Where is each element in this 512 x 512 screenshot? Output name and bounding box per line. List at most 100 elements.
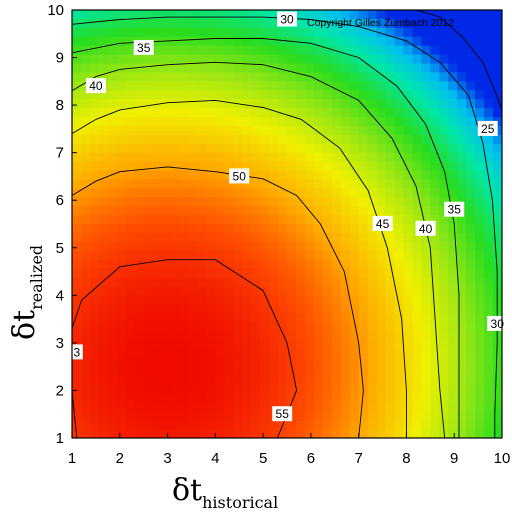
heatmap-cell xyxy=(349,170,360,181)
heatmap-cell xyxy=(331,99,342,109)
heatmap-cell xyxy=(152,18,163,29)
heatmap-cell xyxy=(287,125,297,136)
heatmap-cell xyxy=(304,45,315,56)
heatmap-cell xyxy=(493,286,502,296)
heatmap-cell xyxy=(403,125,414,136)
heatmap-cell xyxy=(304,331,315,341)
heatmap-cell xyxy=(376,63,387,74)
heatmap-cell xyxy=(152,161,163,172)
heatmap-cell xyxy=(448,348,458,359)
heatmap-cell xyxy=(260,134,270,145)
heatmap-cell xyxy=(107,27,118,38)
heatmap-cell xyxy=(430,304,440,314)
heatmap-cell xyxy=(322,241,333,252)
heatmap-cell xyxy=(269,375,279,386)
heatmap-cell xyxy=(224,117,234,127)
heatmap-cell xyxy=(161,215,172,225)
heatmap-cell xyxy=(224,241,234,252)
heatmap-cell xyxy=(125,384,136,395)
heatmap-cell xyxy=(98,411,109,421)
heatmap-cell xyxy=(98,304,109,314)
heatmap-cell xyxy=(376,125,387,136)
heatmap-cell xyxy=(331,295,342,305)
heatmap-cell xyxy=(206,72,216,82)
heatmap-cell xyxy=(439,268,449,279)
heatmap-cell xyxy=(475,134,485,145)
contour-label-background xyxy=(444,201,465,217)
heatmap-cell xyxy=(143,259,154,270)
heatmap-cell xyxy=(313,366,324,377)
heatmap-cell xyxy=(331,286,342,296)
heatmap-cell xyxy=(89,134,100,145)
contour-label-background xyxy=(272,406,293,422)
heatmap-cell xyxy=(188,152,199,163)
heatmap-cell xyxy=(197,36,207,47)
heatmap-cell xyxy=(89,232,100,243)
heatmap-cell xyxy=(188,295,199,305)
heatmap-cell xyxy=(215,277,225,288)
heatmap-cell xyxy=(439,224,449,234)
heatmap-cell xyxy=(430,241,440,252)
heatmap-cell xyxy=(484,339,494,350)
heatmap-cell xyxy=(161,259,172,270)
heatmap-cell xyxy=(251,402,261,412)
heatmap-cell xyxy=(215,18,225,29)
heatmap-cell xyxy=(143,224,154,234)
heatmap-cell xyxy=(295,322,306,332)
heatmap-cell xyxy=(125,90,136,100)
heatmap-cell xyxy=(304,375,315,386)
heatmap-cell xyxy=(134,366,145,377)
heatmap-cell xyxy=(367,117,378,127)
heatmap-cell xyxy=(376,339,387,350)
heatmap-cell xyxy=(197,54,207,65)
heatmap-cell xyxy=(188,81,199,91)
heatmap-cell xyxy=(242,393,252,403)
heatmap-cell xyxy=(448,420,458,430)
heatmap-cell xyxy=(72,295,82,305)
heatmap-cell xyxy=(484,241,494,252)
heatmap-cell xyxy=(143,108,154,118)
heatmap-cell xyxy=(269,18,279,29)
heatmap-cell xyxy=(107,125,118,136)
heatmap-cell xyxy=(287,170,297,181)
heatmap-cell xyxy=(224,63,234,74)
heatmap-cell xyxy=(358,143,369,154)
heatmap-cell xyxy=(484,188,494,198)
contour-line-50 xyxy=(72,166,364,438)
heatmap-cell xyxy=(134,152,145,163)
heatmap-cell xyxy=(358,304,369,314)
heatmap-cell xyxy=(466,179,476,189)
heatmap-cell xyxy=(269,384,279,395)
heatmap-cell xyxy=(331,357,342,368)
contour-label-background xyxy=(415,220,436,236)
heatmap-cell xyxy=(394,18,405,29)
heatmap-cell xyxy=(152,295,163,305)
heatmap-cell xyxy=(143,72,154,82)
heatmap-cell xyxy=(331,304,342,314)
heatmap-cell xyxy=(493,134,502,145)
heatmap-cell xyxy=(125,393,136,403)
heatmap-cell xyxy=(457,45,467,56)
heatmap-cell xyxy=(125,348,136,359)
heatmap-cell xyxy=(448,134,458,145)
heatmap-cell xyxy=(448,36,458,47)
heatmap-cell xyxy=(98,161,109,172)
heatmap-cell xyxy=(107,90,118,100)
contour-label-45: 45 xyxy=(372,216,393,231)
heatmap-cell xyxy=(340,268,351,279)
heatmap-cell xyxy=(403,411,414,421)
heatmap-cell xyxy=(107,393,118,403)
heatmap-cell xyxy=(322,277,333,288)
heatmap-cell xyxy=(349,375,360,386)
heatmap-cell xyxy=(493,206,502,216)
heatmap-cell xyxy=(179,206,190,216)
heatmap-cell xyxy=(385,117,396,127)
heatmap-cell xyxy=(170,27,181,38)
heatmap-cell xyxy=(430,99,440,109)
heatmap-cell xyxy=(98,10,109,20)
heatmap-cell xyxy=(376,241,387,252)
y-tick-label: 3 xyxy=(56,335,64,352)
heatmap-cell xyxy=(98,402,109,412)
heatmap-cell xyxy=(242,36,252,47)
heatmap-cell xyxy=(403,304,414,314)
